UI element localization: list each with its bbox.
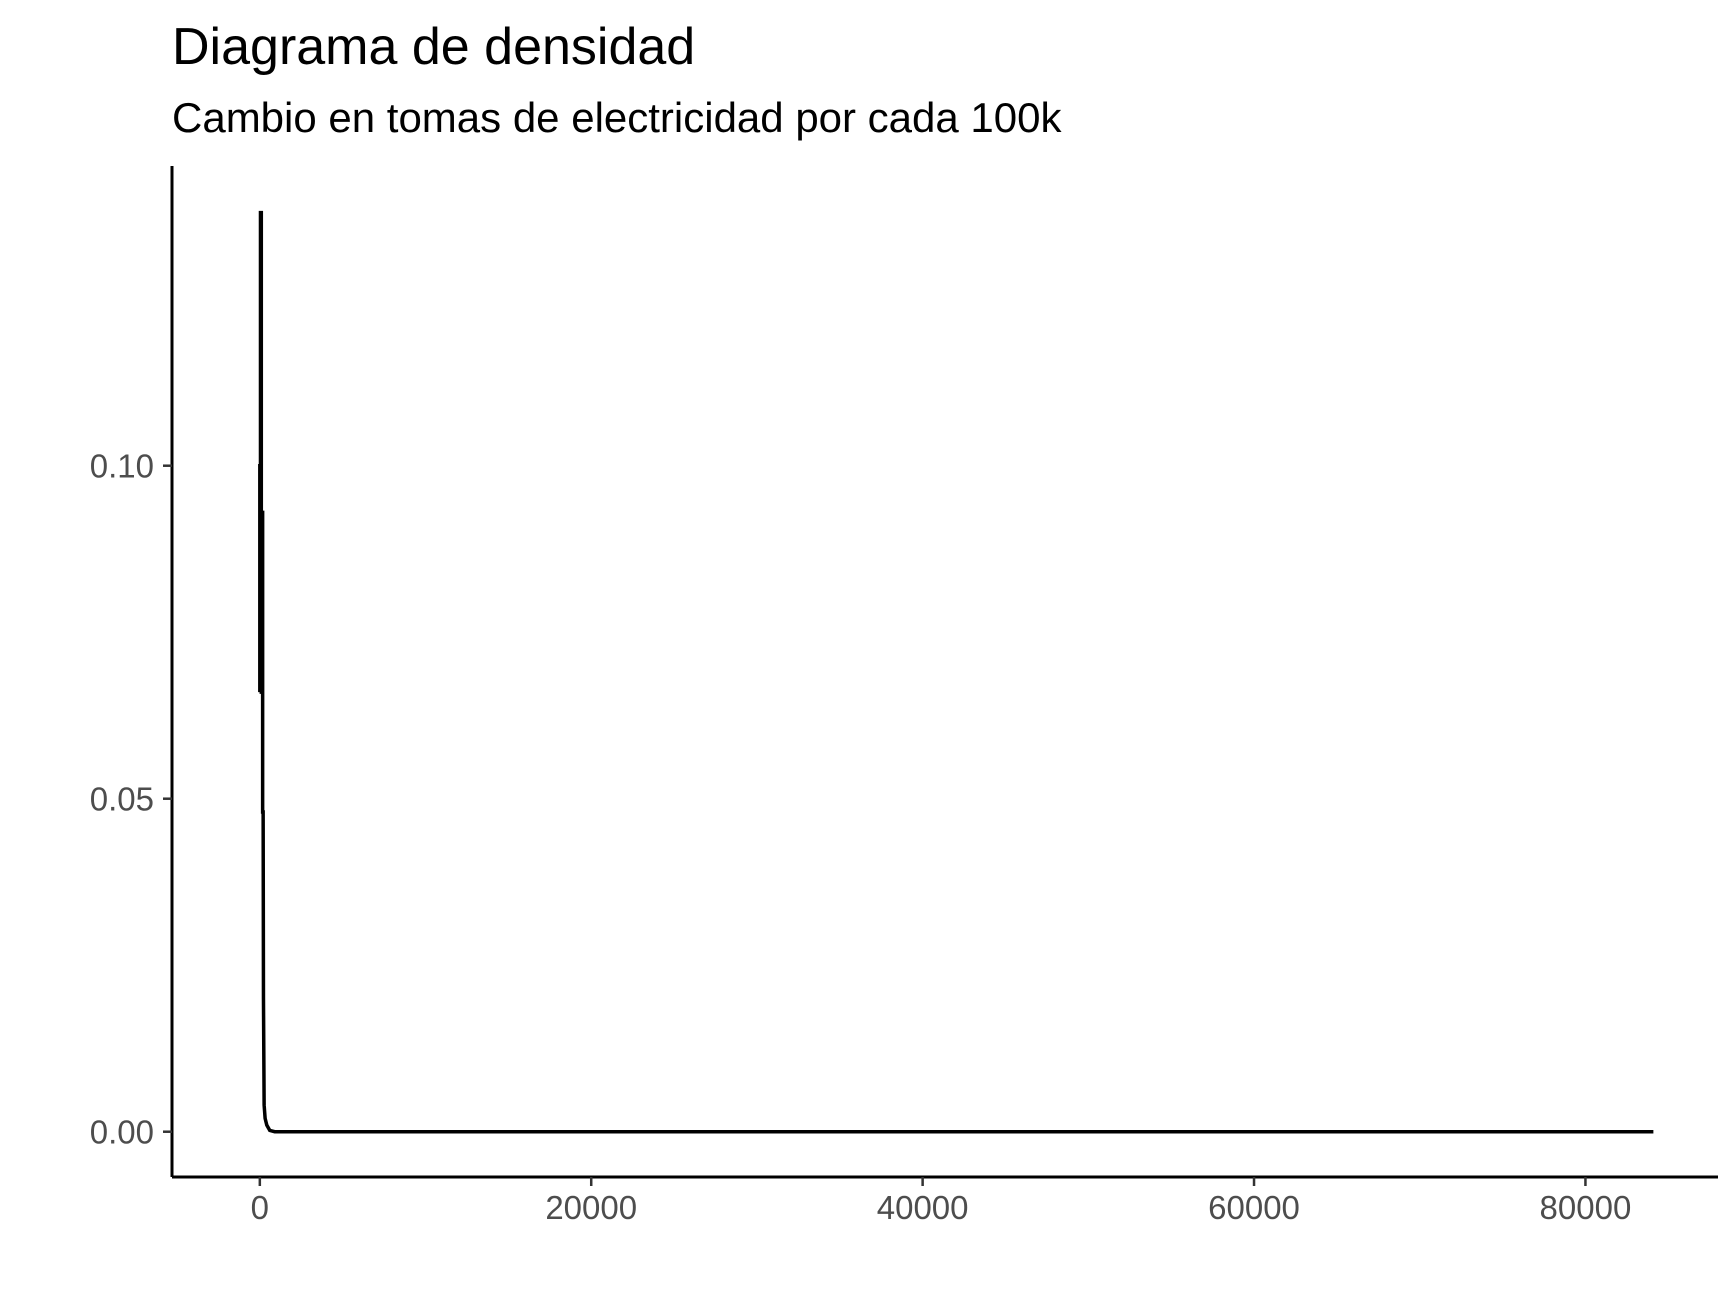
x-tick-label: 40000 (877, 1189, 969, 1226)
y-tick-label: 0.05 (90, 781, 154, 818)
x-tick-label: 60000 (1208, 1189, 1300, 1226)
y-tick-label: 0.00 (90, 1114, 154, 1151)
plot-area (258, 210, 1654, 1134)
y-tick-label: 0.10 (90, 448, 154, 485)
chart-title: Diagrama de densidad (172, 18, 695, 76)
density-line (258, 210, 1654, 1134)
x-tick-label: 20000 (545, 1189, 637, 1226)
axes: 0 20000 40000 60000 80000 0.00 0.05 0.10 (90, 166, 1718, 1226)
chart-subtitle: Cambio en tomas de electricidad por cada… (172, 94, 1063, 141)
x-tick-label: 80000 (1540, 1189, 1632, 1226)
x-tick-label: 0 (251, 1189, 269, 1226)
